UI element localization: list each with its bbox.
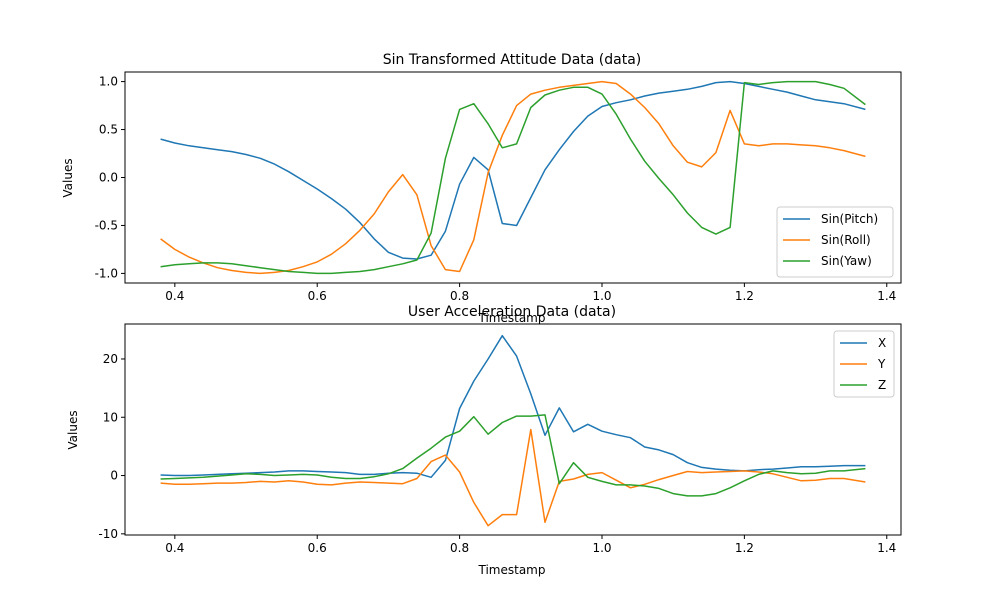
acceleration-x-tick-label: 0.4 [165, 541, 184, 555]
attitude-y-ticks: -1.0 -0.5 0.0 0.5 1.0 [95, 75, 125, 280]
acceleration-y-axis-label: Values [66, 410, 80, 449]
acceleration-x-tick-label: 0.6 [308, 541, 327, 555]
attitude-legend-box [776, 206, 894, 278]
attitude-x-tick-label: 1.2 [735, 289, 754, 303]
attitude-plot-area [124, 71, 902, 284]
acceleration-plot-area [124, 323, 902, 536]
acceleration-series-line-1 [160, 428, 866, 527]
attitude-y-tick-label: -0.5 [95, 218, 118, 232]
acceleration-x-tick-label: 1.2 [735, 541, 754, 555]
attitude-series-line-2 [160, 80, 866, 275]
acceleration-chart-title: User Acceleration Data (data) [408, 304, 616, 320]
attitude-series-lines [160, 80, 866, 275]
acceleration-y-tick-label: 20 [103, 352, 118, 366]
attitude-x-ticks: 0.4 0.6 0.8 1.0 1.2 1.4 [165, 283, 896, 303]
acceleration-legend-label: Z [878, 378, 886, 392]
attitude-y-tick-label: -1.0 [95, 266, 118, 280]
acceleration-series-line-2 [160, 414, 866, 497]
attitude-legend-label: Sin(Pitch) [821, 212, 878, 226]
attitude-x-tick-label: 0.6 [308, 289, 327, 303]
attitude-x-axis-label: Timestamp [478, 311, 546, 325]
attitude-y-tick-label: 0.5 [99, 123, 118, 137]
attitude-legend-label: Sin(Roll) [821, 233, 871, 247]
attitude-legend: Sin(Pitch) Sin(Roll) Sin(Yaw) [776, 206, 894, 278]
acceleration-y-tick-label: 0 [110, 469, 118, 483]
acceleration-chart: User Acceleration Data (data) 0.4 0.6 0.8 1… [66, 304, 902, 577]
attitude-series-line-0 [160, 80, 866, 260]
attitude-y-tick-label: 1.0 [99, 75, 118, 89]
acceleration-x-axis-label: Timestamp [478, 563, 546, 577]
attitude-series-line-1 [160, 80, 866, 275]
attitude-chart: Sin Transformed Attitude Data (data) 0.4… [61, 52, 902, 325]
attitude-y-axis-label: Values [61, 158, 75, 197]
acceleration-y-tick-label: -10 [98, 527, 118, 541]
acceleration-legend-label: Y [877, 357, 886, 371]
attitude-legend-label: Sin(Yaw) [821, 254, 872, 268]
acceleration-x-tick-label: 1.4 [877, 541, 896, 555]
acceleration-y-tick-label: 10 [103, 410, 118, 424]
attitude-chart-title: Sin Transformed Attitude Data (data) [383, 52, 642, 68]
acceleration-x-tick-label: 1.0 [592, 541, 611, 555]
acceleration-legend: XYZ [833, 330, 895, 398]
acceleration-series-lines [160, 334, 866, 527]
acceleration-x-tick-label: 0.8 [450, 541, 469, 555]
acceleration-legend-label: X [878, 336, 886, 350]
attitude-x-tick-label: 1.0 [592, 289, 611, 303]
acceleration-x-ticks: 0.4 0.6 0.8 1.0 1.2 1.4 [165, 535, 896, 555]
attitude-x-tick-label: 1.4 [877, 289, 896, 303]
attitude-y-tick-label: 0.0 [99, 171, 118, 185]
attitude-x-tick-label: 0.4 [165, 289, 184, 303]
acceleration-y-ticks: -10 0 10 20 [98, 352, 125, 541]
attitude-x-tick-label: 0.8 [450, 289, 469, 303]
